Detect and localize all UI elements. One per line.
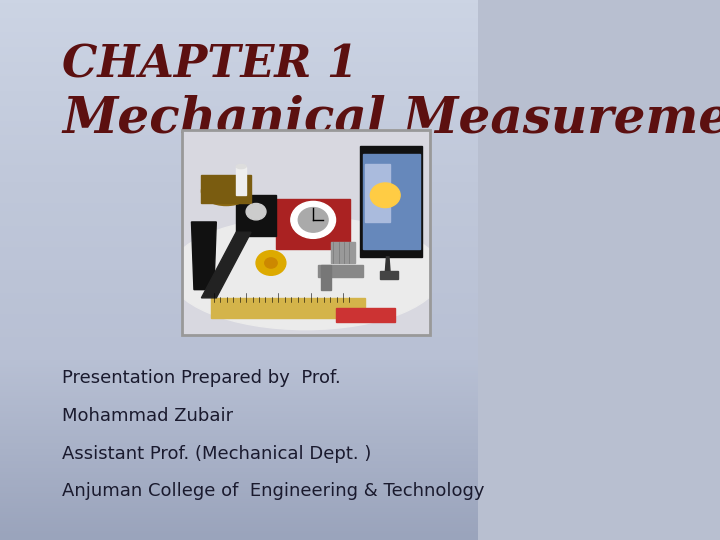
Text: Presentation Prepared by  Prof.: Presentation Prepared by Prof. <box>62 369 341 387</box>
Text: Anjuman College of  Engineering & Technology: Anjuman College of Engineering & Technol… <box>62 482 485 501</box>
Bar <box>181 130 430 335</box>
Text: CHAPTER 1: CHAPTER 1 <box>62 43 358 86</box>
Text: Mechanical Measurement: Mechanical Measurement <box>62 94 720 143</box>
Text: Mohammad Zubair: Mohammad Zubair <box>62 407 233 425</box>
Text: Assistant Prof. (Mechanical Dept. ): Assistant Prof. (Mechanical Dept. ) <box>62 444 372 463</box>
